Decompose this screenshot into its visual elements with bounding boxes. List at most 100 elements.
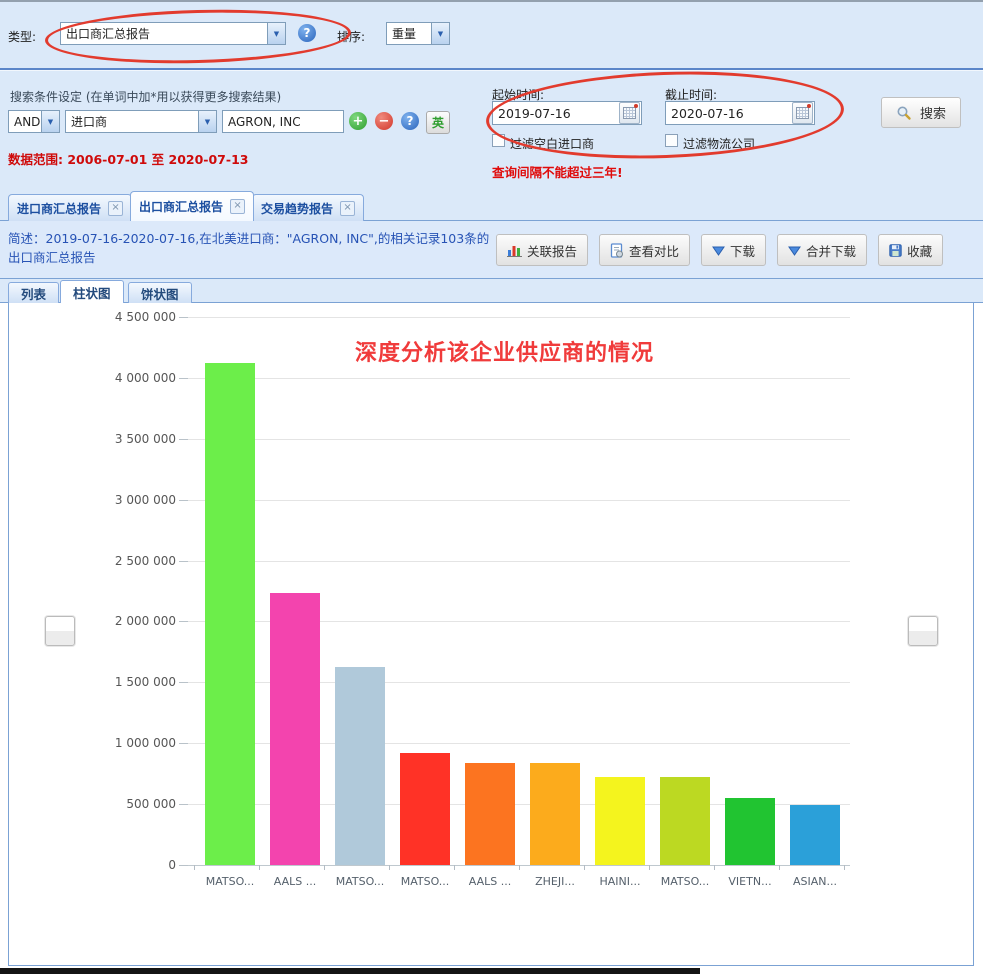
x-axis-tick	[454, 865, 455, 870]
bar-ZHEJI...[interactable]	[530, 763, 580, 865]
view-tab-bar-chart[interactable]: 柱状图	[60, 280, 124, 303]
bar-AALS ...[interactable]	[465, 763, 515, 865]
bar-MATSO...[interactable]	[400, 752, 450, 865]
bool-operator-value: AND	[14, 114, 41, 129]
x-axis-label: HAINI...	[599, 875, 641, 888]
bottom-edge-bar	[0, 968, 700, 974]
english-toggle-button[interactable]: 英	[426, 111, 450, 134]
merge-download-button[interactable]: 合并下载	[777, 234, 868, 266]
y-axis-label: 2 500 000	[114, 553, 176, 568]
type-select[interactable]: 出口商汇总报告 ▼	[60, 22, 286, 45]
bar-AALS ...[interactable]	[270, 593, 320, 865]
y-axis-tick	[179, 682, 188, 684]
add-condition-icon[interactable]: +	[349, 112, 367, 130]
y-axis-tick	[179, 499, 188, 501]
button-label: 收藏	[907, 243, 933, 259]
search-button[interactable]: 搜索	[881, 97, 961, 128]
y-axis-tick	[179, 377, 188, 379]
end-date-label: 截止时间:	[665, 88, 718, 102]
help-icon[interactable]: ?	[401, 112, 419, 130]
filter-blank-importer-checkbox[interactable]	[492, 134, 505, 147]
tab-label: 出口商汇总报告	[139, 200, 224, 214]
view-tab-list[interactable]: 列表	[8, 282, 60, 303]
calendar-icon[interactable]	[619, 102, 640, 124]
search-field-select[interactable]: 进口商 ▼	[65, 110, 217, 133]
bar-HAINI...[interactable]	[595, 776, 645, 865]
y-axis-label: 3 000 000	[114, 492, 176, 507]
view-compare-button[interactable]: 查看对比	[599, 234, 691, 266]
bar-MATSO...[interactable]	[660, 776, 710, 865]
x-axis-tick	[844, 865, 845, 870]
y-axis-label: 2 000 000	[114, 614, 176, 629]
chevron-down-icon[interactable]: ▼	[431, 23, 449, 44]
y-axis-tick	[179, 438, 188, 440]
bar-VIETN...[interactable]	[725, 798, 775, 865]
report-tab-strip: 进口商汇总报告 × 出口商汇总报告 × 交易趋势报告 ×	[0, 190, 983, 221]
filter-logistics-checkbox[interactable]	[665, 134, 678, 147]
tab-importer-summary[interactable]: 进口商汇总报告 ×	[8, 194, 133, 221]
bar-chart-icon	[507, 243, 522, 257]
x-axis-label: MATSO...	[660, 875, 710, 888]
chevron-down-icon[interactable]: ▼	[198, 111, 216, 132]
save-disk-icon	[889, 243, 902, 257]
type-label: 类型:	[8, 30, 37, 44]
bar-ASIAN...[interactable]	[790, 805, 840, 865]
gridline	[188, 560, 850, 562]
search-button-label: 搜索	[919, 107, 946, 122]
x-axis-label: MATSO...	[335, 875, 385, 888]
y-axis-label: 0	[168, 858, 176, 872]
bar-MATSO...[interactable]	[205, 363, 255, 865]
remove-condition-icon[interactable]: −	[375, 112, 393, 130]
view-tab-pie-chart[interactable]: 饼状图	[128, 282, 192, 303]
sort-select-value: 重量	[392, 27, 417, 41]
start-date-input[interactable]: 2019-07-16	[492, 101, 642, 125]
search-conditions-title: 搜索条件设定 (在单词中加*用以获得更多搜索结果)	[10, 90, 282, 104]
x-axis-tick	[519, 865, 520, 870]
filter-logistics-label: 过滤物流公司	[683, 137, 756, 151]
sort-select[interactable]: 重量 ▼	[386, 22, 450, 45]
calendar-icon[interactable]	[792, 102, 813, 124]
favorite-button[interactable]: 收藏	[878, 234, 944, 266]
bar-MATSO...[interactable]	[335, 666, 385, 865]
report-summary-text: 简述：2019-07-16-2020-07-16,在北美进口商："AGRON, …	[8, 231, 490, 265]
pager-prev-button[interactable]	[45, 616, 75, 646]
filter-blank-importer-label: 过滤空白进口商	[510, 137, 595, 151]
related-report-button[interactable]: 关联报告	[496, 234, 589, 266]
y-axis-label: 4 500 000	[114, 310, 176, 324]
bool-operator-select[interactable]: AND ▼	[8, 110, 60, 133]
close-icon[interactable]: ×	[230, 199, 246, 214]
x-axis-label: MATSO...	[205, 875, 255, 888]
keyword-input[interactable]	[222, 110, 344, 133]
chevron-down-icon[interactable]: ▼	[41, 111, 59, 132]
start-date-value: 2019-07-16	[498, 105, 571, 121]
x-axis-tick	[649, 865, 650, 870]
button-label: 关联报告	[527, 243, 578, 259]
button-label: 查看对比	[629, 243, 680, 259]
gridline	[188, 377, 850, 379]
bar-chart-panel: 深度分析该企业供应商的情况 4 500 000 4 000 000 3 500 00…	[8, 303, 974, 966]
close-icon[interactable]: ×	[340, 200, 356, 216]
gridline	[188, 499, 850, 501]
summary-bar: 简述：2019-07-16-2020-07-16,在北美进口商："AGRON, …	[0, 221, 983, 279]
help-icon[interactable]: ?	[298, 24, 316, 42]
tab-trade-trend[interactable]: 交易趋势报告 ×	[252, 194, 365, 221]
download-arrow-icon	[788, 244, 801, 256]
x-axis-tick	[259, 865, 260, 870]
end-date-input[interactable]: 2020-07-16	[665, 101, 815, 125]
tab-exporter-summary[interactable]: 出口商汇总报告 ×	[130, 191, 255, 221]
y-axis-label: 500 000	[126, 797, 176, 812]
panel-divider	[0, 68, 983, 71]
pager-next-button[interactable]	[908, 616, 938, 646]
y-axis-label: 3 500 000	[114, 431, 176, 446]
y-axis-tick	[179, 317, 188, 318]
close-icon[interactable]: ×	[108, 200, 124, 216]
download-button[interactable]: 下载	[701, 234, 767, 266]
view-tab-strip: 列表 柱状图 饼状图	[0, 279, 983, 303]
gridline	[188, 317, 850, 318]
type-select-value: 出口商汇总报告	[66, 27, 151, 41]
search-icon	[896, 105, 912, 121]
chevron-down-icon[interactable]: ▼	[267, 23, 285, 44]
top-panel: 类型: 出口商汇总报告 ▼ ? 排序: 重量 ▼ 搜索条件设定 (在单词中加*用…	[0, 0, 983, 192]
x-axis-label: AALS ...	[273, 875, 317, 888]
